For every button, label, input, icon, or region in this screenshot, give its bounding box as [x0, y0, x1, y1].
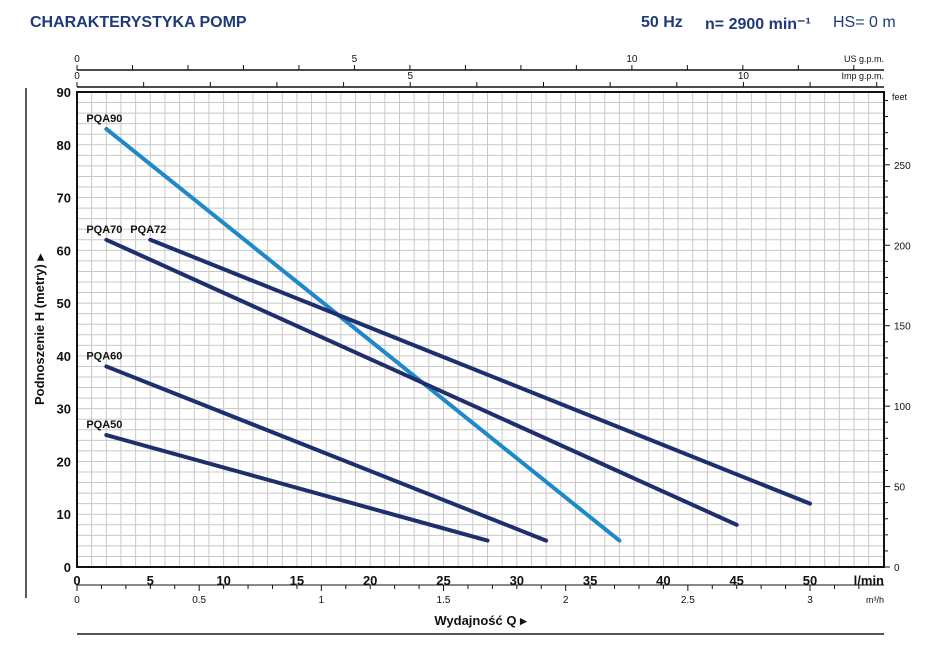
series-label-pqa70: PQA70 — [86, 224, 122, 236]
y-tick-label: 0 — [64, 560, 71, 575]
x-tick-label: 40 — [656, 573, 670, 588]
frequency-label: 50 Hz — [641, 14, 683, 31]
feet-tick-label: 100 — [894, 402, 911, 413]
x-tick-label: 50 — [803, 573, 817, 588]
series-label-pqa50: PQA50 — [86, 419, 122, 431]
imp-gpm-tick-label: 0 — [74, 71, 80, 82]
feet-tick-label: 0 — [894, 563, 900, 574]
x-axis-label: Wydajność Q ▸ — [434, 613, 528, 628]
series-line-pqa90 — [104, 126, 622, 543]
x-tick-label: 10 — [216, 573, 230, 588]
plot-frame — [76, 91, 885, 568]
x-tick-label: 35 — [583, 573, 597, 588]
x-tick-label: 45 — [729, 573, 743, 588]
chart-title: CHARAKTERYSTYKA POMP — [30, 14, 247, 31]
y-tick-label: 40 — [57, 349, 71, 364]
feet-tick-label: 200 — [894, 241, 911, 252]
x-unit-label: l/min — [854, 573, 884, 588]
x-tick-label: 5 — [147, 573, 154, 588]
y-tick-label: 20 — [57, 454, 71, 469]
x-tick-label: 20 — [363, 573, 377, 588]
series-label-pqa72: PQA72 — [130, 224, 166, 236]
y-tick-label: 10 — [57, 507, 71, 522]
y-tick-label: 50 — [57, 296, 71, 311]
y-axis-label: Podnoszenie H (metry) ▸ — [32, 253, 47, 405]
feet-tick-label: 150 — [894, 322, 911, 333]
feet-tick-label: 50 — [894, 483, 906, 494]
m3h-unit-label: m³/h — [866, 595, 884, 605]
y-tick-label: 60 — [57, 243, 71, 258]
m3h-tick-label: 1 — [319, 595, 325, 606]
y-tick-label: 90 — [57, 85, 71, 100]
us-gpm-unit-label: US g.p.m. — [844, 54, 884, 64]
imp-gpm-unit-label: Imp g.p.m. — [841, 71, 884, 81]
y-tick-label: 70 — [57, 191, 71, 206]
series-line-pqa72 — [148, 237, 812, 506]
series-label-pqa60: PQA60 — [86, 350, 122, 362]
m3h-tick-label: 1.5 — [437, 595, 451, 606]
m3h-tick-label: 2.5 — [681, 595, 695, 606]
x-tick-label: 15 — [290, 573, 304, 588]
x-tick-label: 25 — [436, 573, 450, 588]
series-label-pqa90: PQA90 — [86, 113, 122, 125]
series-line-pqa60 — [104, 364, 549, 543]
imp-gpm-tick-label: 10 — [738, 71, 750, 82]
series-line-pqa50 — [104, 433, 490, 543]
y-tick-label: 30 — [57, 402, 71, 417]
m3h-tick-label: 2 — [563, 595, 569, 606]
m3h-tick-label: 0 — [74, 595, 80, 606]
imp-gpm-tick-label: 5 — [407, 71, 413, 82]
x-tick-label: 0 — [73, 573, 80, 588]
y-tick-label: 80 — [57, 138, 71, 153]
hs-label: HS= 0 m — [833, 14, 896, 31]
us-gpm-tick-label: 0 — [74, 54, 80, 65]
m3h-tick-label: 0.5 — [192, 595, 206, 606]
feet-unit-label: feet — [892, 92, 908, 102]
speed-label: n= 2900 min⁻¹ — [705, 16, 811, 33]
feet-tick-label: 250 — [894, 161, 911, 172]
us-gpm-tick-label: 10 — [626, 54, 638, 65]
m3h-tick-label: 3 — [807, 595, 813, 606]
x-tick-label: 30 — [510, 573, 524, 588]
us-gpm-tick-label: 5 — [352, 54, 358, 65]
series-line-pqa70 — [104, 237, 739, 527]
